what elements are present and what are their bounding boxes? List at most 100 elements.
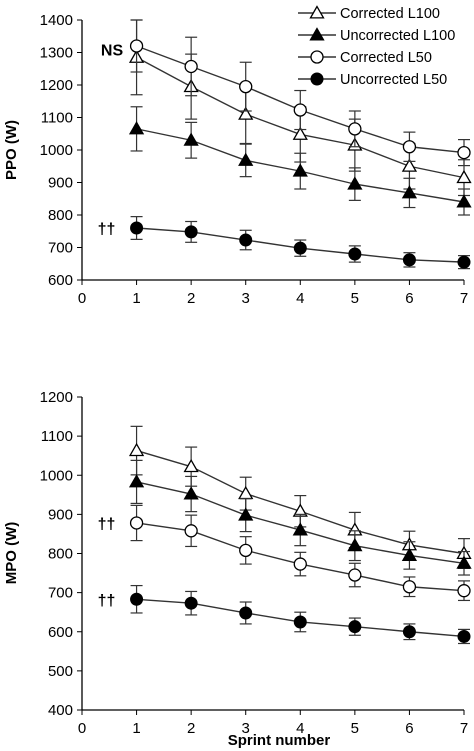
panel1-series-uncorrected-l100 xyxy=(128,106,472,216)
panel2-annotation-1: †† xyxy=(98,516,116,533)
panel2-series-corrected-l50-point xyxy=(402,580,417,594)
panel2-series-corrected-l50-point xyxy=(129,516,144,530)
panel2-x-tick-label-3: 3 xyxy=(242,720,250,737)
panel2-series-uncorrected-l100-point xyxy=(292,522,308,536)
panel2-series-corrected-l50 xyxy=(129,504,471,602)
panel2-y-tick-label-600: 600 xyxy=(48,624,73,641)
panel2-series-corrected-l100-point xyxy=(238,485,254,500)
panel1-y-tick-label-1300: 1300 xyxy=(40,45,73,62)
panel1-series-uncorrected-l100-point xyxy=(183,132,199,146)
panel2-y-tick-label-1000: 1000 xyxy=(40,467,73,484)
panel2-x-tick-label-1: 1 xyxy=(132,720,140,737)
legend-entry-corrected-l50: Corrected L50 xyxy=(298,50,432,66)
panel1-series-corrected-l50-point xyxy=(239,79,253,94)
panel1-series-uncorrected-l50-point xyxy=(348,247,362,261)
panel1-y-tick-label-1100: 1100 xyxy=(41,110,73,127)
panel1-annotation-2: †† xyxy=(98,221,116,238)
legend-entry-uncorrected-l50: Uncorrected L50 xyxy=(298,72,447,88)
panel2-series-corrected-l100-point xyxy=(183,458,199,473)
panel2-series-corrected-l50-point xyxy=(184,524,198,538)
panel1-series-corrected-l50-point xyxy=(293,103,307,117)
panel1-annotation-1: NS xyxy=(101,42,124,59)
panel1-series-corrected-l50-point xyxy=(348,122,362,136)
panel1-series-uncorrected-l100-point xyxy=(456,194,472,208)
panel1-x-tick-label-3: 3 xyxy=(242,290,250,307)
panel2-series-corrected-l100-point xyxy=(128,442,145,457)
panel2-series-corrected-l50-point xyxy=(293,557,307,571)
panel1-series-uncorrected-l50-point xyxy=(402,253,416,267)
panel2-annotation-2: †† xyxy=(98,592,116,609)
panel2-series-uncorrected-l100-point xyxy=(183,486,199,500)
panel2-x-tick-label-0: 0 xyxy=(78,720,86,737)
panel2-series-uncorrected-l100-point xyxy=(238,507,254,521)
panel1-series-uncorrected-l50-point xyxy=(184,225,198,239)
panel1-y-tick-label-800: 800 xyxy=(48,207,73,224)
panel2-x-tick-label-6: 6 xyxy=(405,720,413,737)
legend-entry-corrected-l100: Corrected L100 xyxy=(298,5,440,22)
panel2-series-uncorrected-l50-point xyxy=(402,625,416,639)
panel2-series-uncorrected-l100-point xyxy=(401,547,418,561)
panel1-series-corrected-l50-point xyxy=(457,145,471,160)
panel1-series-corrected-l50 xyxy=(129,19,471,167)
panel1-series-uncorrected-l100-point xyxy=(347,176,363,190)
panel1-series-uncorrected-l100-point xyxy=(128,121,145,135)
panel1-series-corrected-l100-point xyxy=(292,126,308,140)
panel1-x-tick-label-1: 1 xyxy=(132,290,140,307)
panel1-x-tick-label-5: 5 xyxy=(351,290,359,307)
panel2-series-uncorrected-l100-point xyxy=(347,537,363,552)
legend-label: Corrected L50 xyxy=(340,50,432,66)
legend-label: Uncorrected L50 xyxy=(340,72,447,88)
panel2-y-tick-label-1200: 1200 xyxy=(40,389,73,406)
panel1-y-tick-label-900: 900 xyxy=(48,175,73,192)
legend: Corrected L100 Uncorrected L100 Corrected … xyxy=(298,5,455,88)
panel1-x-tick-label-6: 6 xyxy=(405,290,413,307)
panel1-x-tick-label-7: 7 xyxy=(460,290,468,307)
panel1-y-axis-label: PPO (W) xyxy=(3,120,20,180)
legend-marker xyxy=(310,72,324,86)
panel2-x-tick-label-7: 7 xyxy=(460,720,468,737)
legend-label: Uncorrected L100 xyxy=(340,28,455,44)
panel1-x-tick-label-0: 0 xyxy=(78,290,86,307)
panel2-y-axis-label: MPO (W) xyxy=(3,522,20,584)
panel2-x-tick-label-4: 4 xyxy=(296,720,304,737)
panel2-y-tick-label-500: 500 xyxy=(48,663,73,680)
panel2-x-axis-label: Sprint number xyxy=(228,732,331,749)
panel2-y-tick-label-800: 800 xyxy=(48,546,73,563)
panel1-y-tick-label-600: 600 xyxy=(48,272,73,289)
panel2-series-uncorrected-l50-point xyxy=(239,606,253,620)
panel2-series-uncorrected-l50 xyxy=(130,584,471,645)
panel1-series-corrected-l50-point xyxy=(129,39,144,53)
panel1-series-uncorrected-l50 xyxy=(130,216,471,270)
panel2-plot: 400 500 600 700 800 900 1000 1100 1200 0 1 2 3 4 5 6 7 MP… xyxy=(3,389,472,749)
panel2-series-corrected-l50-point xyxy=(457,584,471,598)
legend-label: Corrected L100 xyxy=(340,6,440,22)
panel1-series-uncorrected-l50-point xyxy=(130,221,144,235)
panel2-y-tick-label-400: 400 xyxy=(48,702,73,719)
panel1-y-tick-label-700: 700 xyxy=(48,240,73,257)
legend-marker xyxy=(309,27,325,41)
panel2-series-uncorrected-l50-point xyxy=(184,596,198,610)
legend-marker xyxy=(310,50,324,64)
panel1-series-corrected-l100-point xyxy=(238,106,254,120)
panel2-series-uncorrected-l100-point xyxy=(128,474,145,488)
panel2-series-uncorrected-l100-point xyxy=(456,555,472,569)
panel2-y-tick-label-700: 700 xyxy=(48,585,73,602)
panel1-series-uncorrected-l100-point xyxy=(238,152,254,166)
panel2-series-corrected-l50-point xyxy=(348,568,362,582)
panel2-y-tick-label-900: 900 xyxy=(48,506,73,523)
panel1-y-tick-label-1000: 1000 xyxy=(40,142,73,159)
panel1-series-uncorrected-l50-point xyxy=(239,233,253,247)
panel1-series-uncorrected-l50-point xyxy=(457,255,471,269)
legend-entry-uncorrected-l100: Uncorrected L100 xyxy=(298,27,455,44)
panel1-plot: 600 700 800 900 1000 1100 1200 1300 1400 0 1 2 3 4 5 6 7… xyxy=(3,5,472,307)
panel2-series-uncorrected-l50-point xyxy=(457,629,471,643)
panel2-series-corrected-l50-point xyxy=(239,543,253,558)
panel1-x-tick-label-4: 4 xyxy=(296,290,304,307)
panel2-x-tick-label-2: 2 xyxy=(187,720,195,737)
legend-marker xyxy=(309,5,325,19)
panel1-series-uncorrected-l50-point xyxy=(293,241,307,255)
panel1-series-corrected-l100-point xyxy=(456,169,472,184)
panel1-series-corrected-l50-point xyxy=(402,140,417,154)
panel1-series-corrected-l50-point xyxy=(184,59,198,74)
